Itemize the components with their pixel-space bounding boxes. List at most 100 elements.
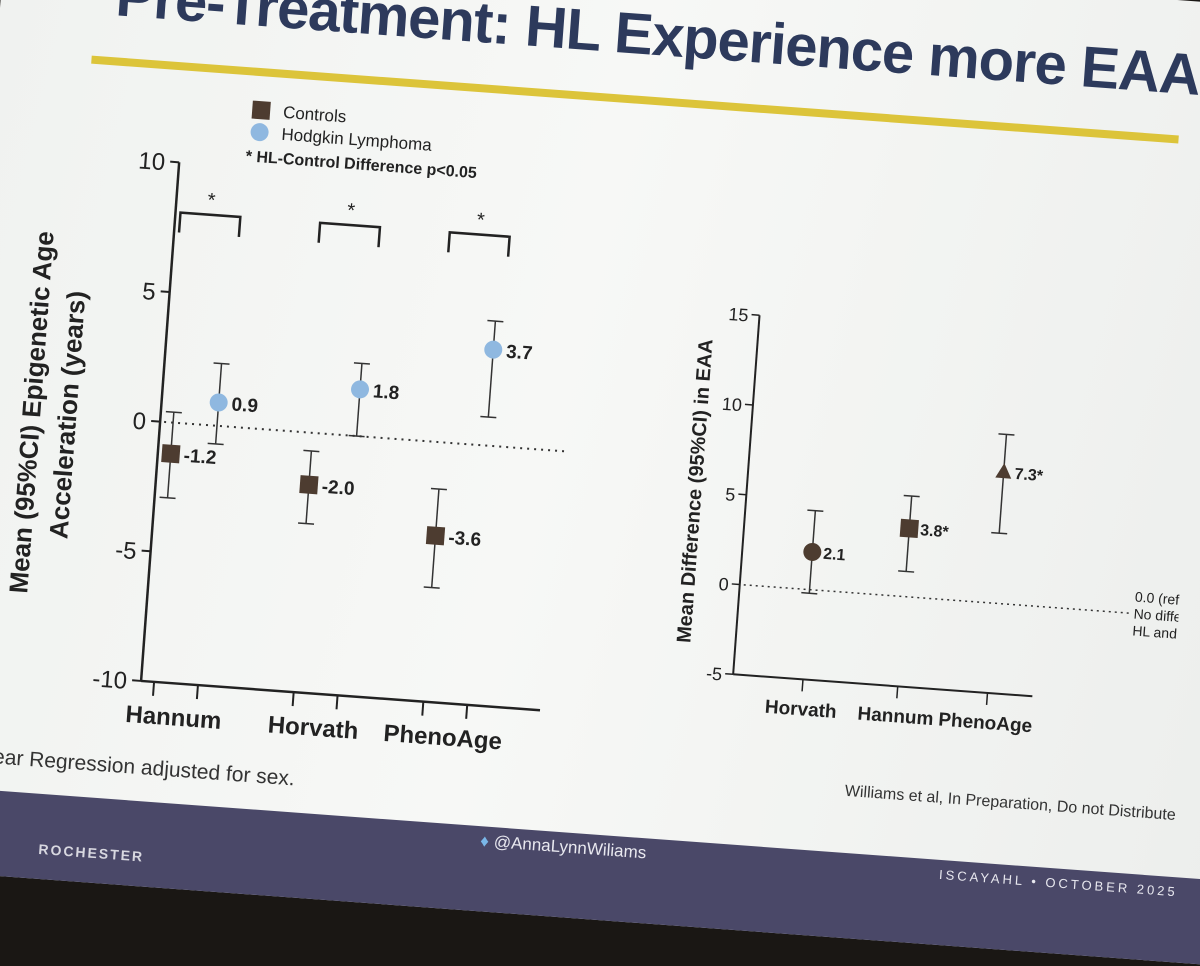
errorbar-diff-phenoage-stem [998, 434, 1008, 534]
significance-bracket-hannum [177, 211, 242, 237]
legend-hl-label: Hodgkin Lymphoma [281, 125, 433, 155]
y-axis-label-group-2: Mean Difference (95%CI) in EAA [673, 338, 717, 643]
x-axis-line [140, 679, 541, 712]
data-label-hl-phenoage: 3.7 [505, 342, 533, 365]
errorbar-hl-phenoage-cap-low [480, 415, 497, 419]
x-tick-label-2-horvath: Horvath [764, 697, 837, 723]
y-tick-mark [160, 290, 170, 293]
zero-reference-line-2 [743, 584, 1129, 614]
errorbar-hl-hannum-cap-low [207, 442, 224, 446]
point-controls-phenoage [425, 526, 446, 546]
errorbar-hl-phenoage-cap-high [487, 319, 504, 323]
legend-significance-note: * HL-Control Difference p<0.05 [245, 148, 477, 182]
x-tick-mark [291, 692, 295, 707]
errorbar-controls-phenoage-cap-high [430, 487, 447, 491]
point-controls-horvath [299, 475, 319, 495]
x-tick-mark-2 [985, 692, 989, 705]
data-label-diff-phenoage: 7.3* [1014, 466, 1044, 485]
errorbar-controls-hannum-cap-high [165, 410, 182, 414]
y-tick-mark [151, 419, 161, 423]
data-label-hl-hannum: 0.9 [231, 394, 259, 417]
x-tick-mark [421, 701, 425, 716]
errorbar-controls-phenoage-cap-low [423, 586, 440, 589]
errorbar-hl-horvath-stem [355, 363, 363, 437]
twitter-bird-icon: ♦ [479, 831, 490, 851]
x-tick-label-hannum: Hannum [125, 701, 223, 735]
point-controls-hannum [161, 444, 181, 464]
x-tick-mark-2 [801, 679, 804, 692]
reference-note-line: 0.0 (ref.) [1134, 589, 1188, 609]
y-tick-mark-2 [738, 493, 747, 496]
point-hl-phenoage [484, 340, 503, 359]
y-tick-label: 5 [141, 278, 156, 306]
x-tick-label-horvath: Horvath [267, 711, 359, 745]
y-tick-label-2: -5 [705, 663, 722, 684]
significance-bracket-horvath [317, 221, 382, 248]
legend-controls-label: Controls [282, 103, 347, 127]
slide-title: Pre-Treatment: HL Experience more EAA [113, 0, 1200, 108]
y-tick-label-2: 10 [721, 394, 742, 415]
significance-star-hannum: * [207, 190, 217, 213]
y-tick-label: 0 [132, 408, 147, 436]
y-axis-label-line1: Mean (95%CI) Epigenetic Age [3, 230, 60, 594]
point-diff-phenoage [995, 463, 1012, 479]
errorbar-diff-phenoage-cap-low [991, 531, 1008, 535]
reference-note-line: HL and controls [1132, 622, 1200, 645]
y-tick-mark-2 [731, 583, 740, 586]
footnote: Linear Regression adjusted for sex. [0, 743, 296, 791]
data-label-controls-hannum: -1.2 [183, 446, 217, 469]
x-tick-mark [152, 681, 156, 696]
significance-star-phenoage: * [476, 209, 486, 232]
y-tick-mark [170, 160, 180, 164]
point-hl-horvath [351, 380, 370, 399]
legend-hl-marker [250, 123, 269, 142]
y-tick-label-2: 0 [718, 574, 729, 595]
errorbar-hl-horvath-cap-high [353, 362, 370, 365]
y-tick-label-2: 5 [725, 484, 736, 505]
x-tick-label-2-phenoage: PhenoAge [938, 709, 1033, 737]
errorbar-hl-hannum-cap-high [213, 362, 230, 365]
data-label-diff-horvath: 2.1 [823, 546, 847, 565]
errorbar-hl-horvath-cap-low [348, 434, 365, 438]
point-diff-horvath [803, 542, 822, 561]
x-tick-mark-2 [896, 686, 899, 699]
errorbar-diff-hannum-cap-low [898, 570, 915, 573]
significance-star-horvath: * [346, 200, 356, 223]
y-tick-label: -5 [114, 537, 137, 565]
zero-reference-line [164, 420, 570, 453]
errorbar-diff-hannum-cap-high [903, 494, 920, 498]
data-label-hl-horvath: 1.8 [372, 381, 400, 404]
legend-controls-marker [251, 100, 271, 120]
y-tick-label: 10 [137, 147, 166, 176]
errorbar-hl-phenoage-stem [487, 321, 497, 418]
significance-bracket-phenoage [447, 231, 511, 257]
point-diff-hannum [899, 518, 919, 539]
errorbar-controls-horvath-cap-low [298, 522, 315, 525]
y-tick-mark-2 [725, 672, 734, 676]
data-label-controls-horvath: -2.0 [321, 477, 355, 500]
y-axis-label-group: Mean (95%CI) Epigenetic AgeAcceleration … [3, 230, 91, 594]
data-label-controls-phenoage: -3.6 [448, 528, 482, 551]
errorbar-diff-horvath-cap-low [801, 591, 818, 595]
y-tick-label: -10 [91, 665, 128, 694]
y-tick-mark [132, 679, 142, 682]
errorbar-controls-hannum-cap-low [159, 496, 176, 500]
y-tick-label-2: 15 [728, 304, 749, 325]
data-label-diff-hannum: 3.8* [920, 522, 950, 541]
x-tick-mark [465, 704, 469, 719]
x-axis-line-2 [733, 673, 1033, 698]
x-tick-label-2-hannum: Hannum [857, 704, 934, 731]
y-axis-label-2: Mean Difference (95%CI) in EAA [673, 338, 717, 643]
errorbar-controls-horvath-cap-high [303, 449, 320, 453]
x-tick-mark [195, 685, 199, 700]
y-tick-mark-2 [744, 403, 753, 406]
x-tick-mark [335, 695, 339, 710]
y-tick-mark-2 [751, 313, 760, 316]
errorbar-diff-phenoage-cap-high [998, 433, 1015, 436]
y-tick-mark [141, 549, 151, 553]
x-tick-label-phenoage: PhenoAge [383, 720, 503, 756]
errorbar-diff-horvath-cap-high [807, 509, 824, 512]
